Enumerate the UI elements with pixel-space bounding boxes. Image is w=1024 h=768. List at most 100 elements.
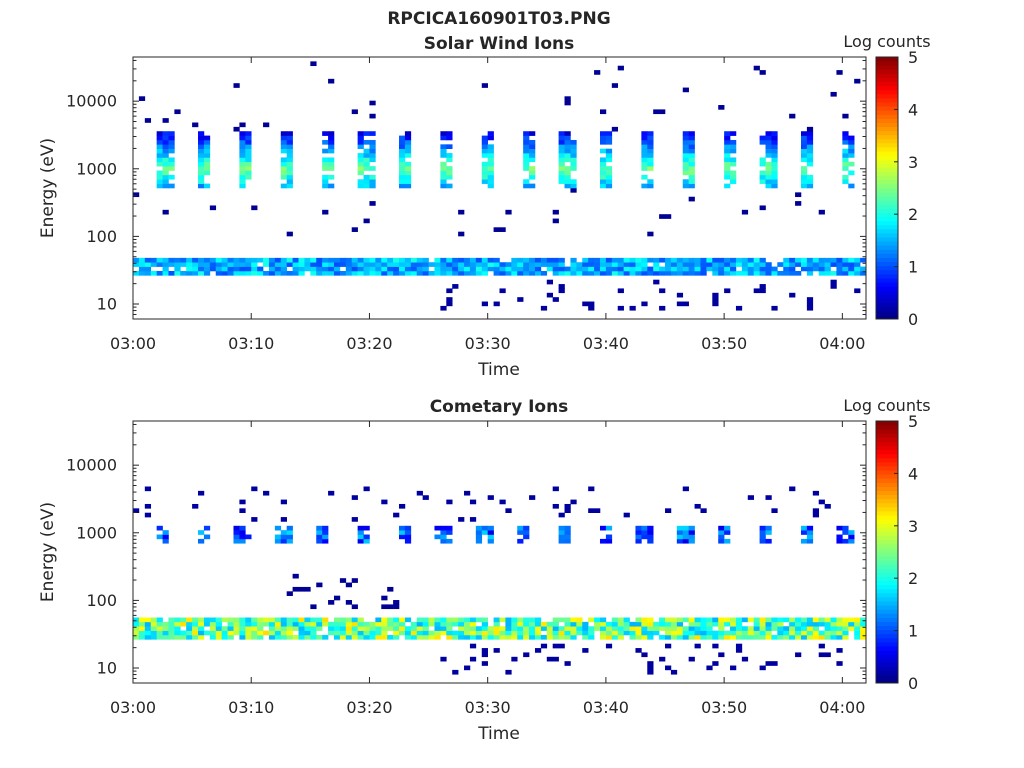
heatmap-cell: [399, 503, 406, 509]
heatmap-cell: [564, 166, 571, 171]
heatmap-cell: [534, 626, 542, 631]
heatmap-cell: [239, 144, 246, 149]
heatmap-cell: [771, 135, 778, 141]
y-axis-label: Energy (eV): [38, 138, 58, 238]
heatmap-cell: [168, 630, 175, 636]
heatmap-cell: [700, 262, 707, 267]
heatmap-cell: [759, 534, 766, 540]
heatmap-cell: [233, 621, 240, 627]
heatmap-cell: [617, 621, 624, 627]
heatmap-cell: [203, 161, 211, 167]
heatmap-cell: [854, 262, 861, 267]
colorbar-segment: [876, 286, 898, 291]
heatmap-cell: [824, 270, 831, 276]
heatmap-cell: [452, 262, 459, 267]
heatmap-cell: [511, 656, 518, 662]
colorbar-tick-label: 2: [908, 569, 918, 588]
heatmap-cell: [830, 626, 837, 631]
heatmap-cell: [753, 634, 760, 640]
heatmap-cell: [404, 626, 412, 631]
heatmap-cell: [712, 617, 719, 623]
heatmap-cell: [239, 270, 246, 276]
heatmap-cell: [458, 517, 465, 522]
heatmap-cell: [594, 270, 601, 276]
heatmap-cell: [724, 157, 731, 163]
heatmap-cell: [599, 538, 607, 544]
heatmap-cell: [162, 144, 169, 149]
x-tick-label: 03:40: [583, 698, 629, 717]
heatmap-cell: [848, 161, 855, 167]
heatmap-cell: [842, 257, 849, 263]
heatmap-cell: [221, 266, 228, 272]
heatmap-cell: [564, 139, 571, 145]
heatmap-cell: [245, 534, 252, 540]
heatmap-cell: [233, 266, 240, 272]
heatmap-cell: [570, 139, 577, 145]
heatmap-cell: [316, 582, 323, 588]
heatmap-cell: [806, 153, 814, 158]
heatmap-cell: [605, 643, 613, 649]
heatmap-cell: [540, 257, 548, 263]
heatmap-cell: [765, 183, 772, 189]
heatmap-cell: [239, 170, 246, 176]
heatmap-cell: [730, 179, 737, 184]
heatmap-cell: [771, 661, 778, 666]
heatmap-cell: [641, 634, 648, 640]
heatmap-cell: [558, 157, 565, 163]
heatmap-cell: [718, 266, 725, 272]
heatmap-cell: [221, 257, 228, 263]
heatmap-cell: [162, 630, 169, 636]
heatmap-cell: [635, 257, 642, 263]
colorbar-segment: [876, 543, 898, 549]
heatmap-cell: [753, 626, 760, 631]
heatmap-cell: [422, 626, 429, 631]
heatmap-cell: [328, 266, 335, 272]
heatmap-cell: [357, 266, 364, 272]
heatmap-cell: [854, 621, 861, 627]
heatmap-cell: [280, 135, 287, 141]
heatmap-cell: [700, 630, 707, 636]
heatmap-cell: [724, 183, 731, 189]
heatmap-cell: [741, 209, 749, 215]
heatmap-cell: [310, 630, 317, 636]
heatmap-cell: [653, 266, 660, 272]
colorbar-segment: [876, 654, 898, 659]
heatmap-cell: [676, 534, 684, 540]
heatmap-cell: [268, 626, 276, 631]
heatmap-cell: [209, 617, 217, 623]
colorbar-segment: [876, 167, 898, 173]
heatmap-cell: [133, 270, 140, 276]
heatmap-cell: [523, 257, 530, 263]
heatmap-cell: [339, 626, 347, 631]
heatmap-cell: [747, 495, 754, 500]
heatmap-cell: [800, 630, 808, 636]
heatmap-cell: [322, 209, 329, 215]
heatmap-cell: [629, 257, 636, 263]
heatmap-cell: [280, 617, 287, 623]
heatmap-cell: [339, 262, 347, 267]
heatmap-cell: [363, 270, 370, 276]
heatmap-cell: [800, 166, 808, 171]
heatmap-cell: [245, 170, 252, 176]
heatmap-cell: [239, 630, 246, 636]
heatmap-cell: [150, 257, 157, 263]
heatmap-cell: [694, 621, 701, 627]
heatmap-cell: [357, 153, 364, 158]
heatmap-cell: [298, 626, 305, 631]
heatmap-cell: [458, 231, 465, 237]
heatmap-cell: [505, 634, 512, 640]
heatmap-cell: [546, 656, 553, 662]
heatmap-cell: [647, 617, 654, 623]
heatmap-cell: [641, 626, 648, 631]
colorbar-tick-label: 1: [908, 258, 918, 277]
heatmap-cell: [830, 621, 837, 627]
heatmap-cell: [304, 621, 311, 627]
heatmap-cell: [404, 139, 412, 145]
heatmap-cell: [647, 231, 654, 237]
heatmap-cell: [493, 257, 500, 263]
heatmap-cell: [718, 270, 725, 276]
heatmap-cell: [363, 266, 370, 272]
heatmap-cell: [753, 262, 760, 267]
